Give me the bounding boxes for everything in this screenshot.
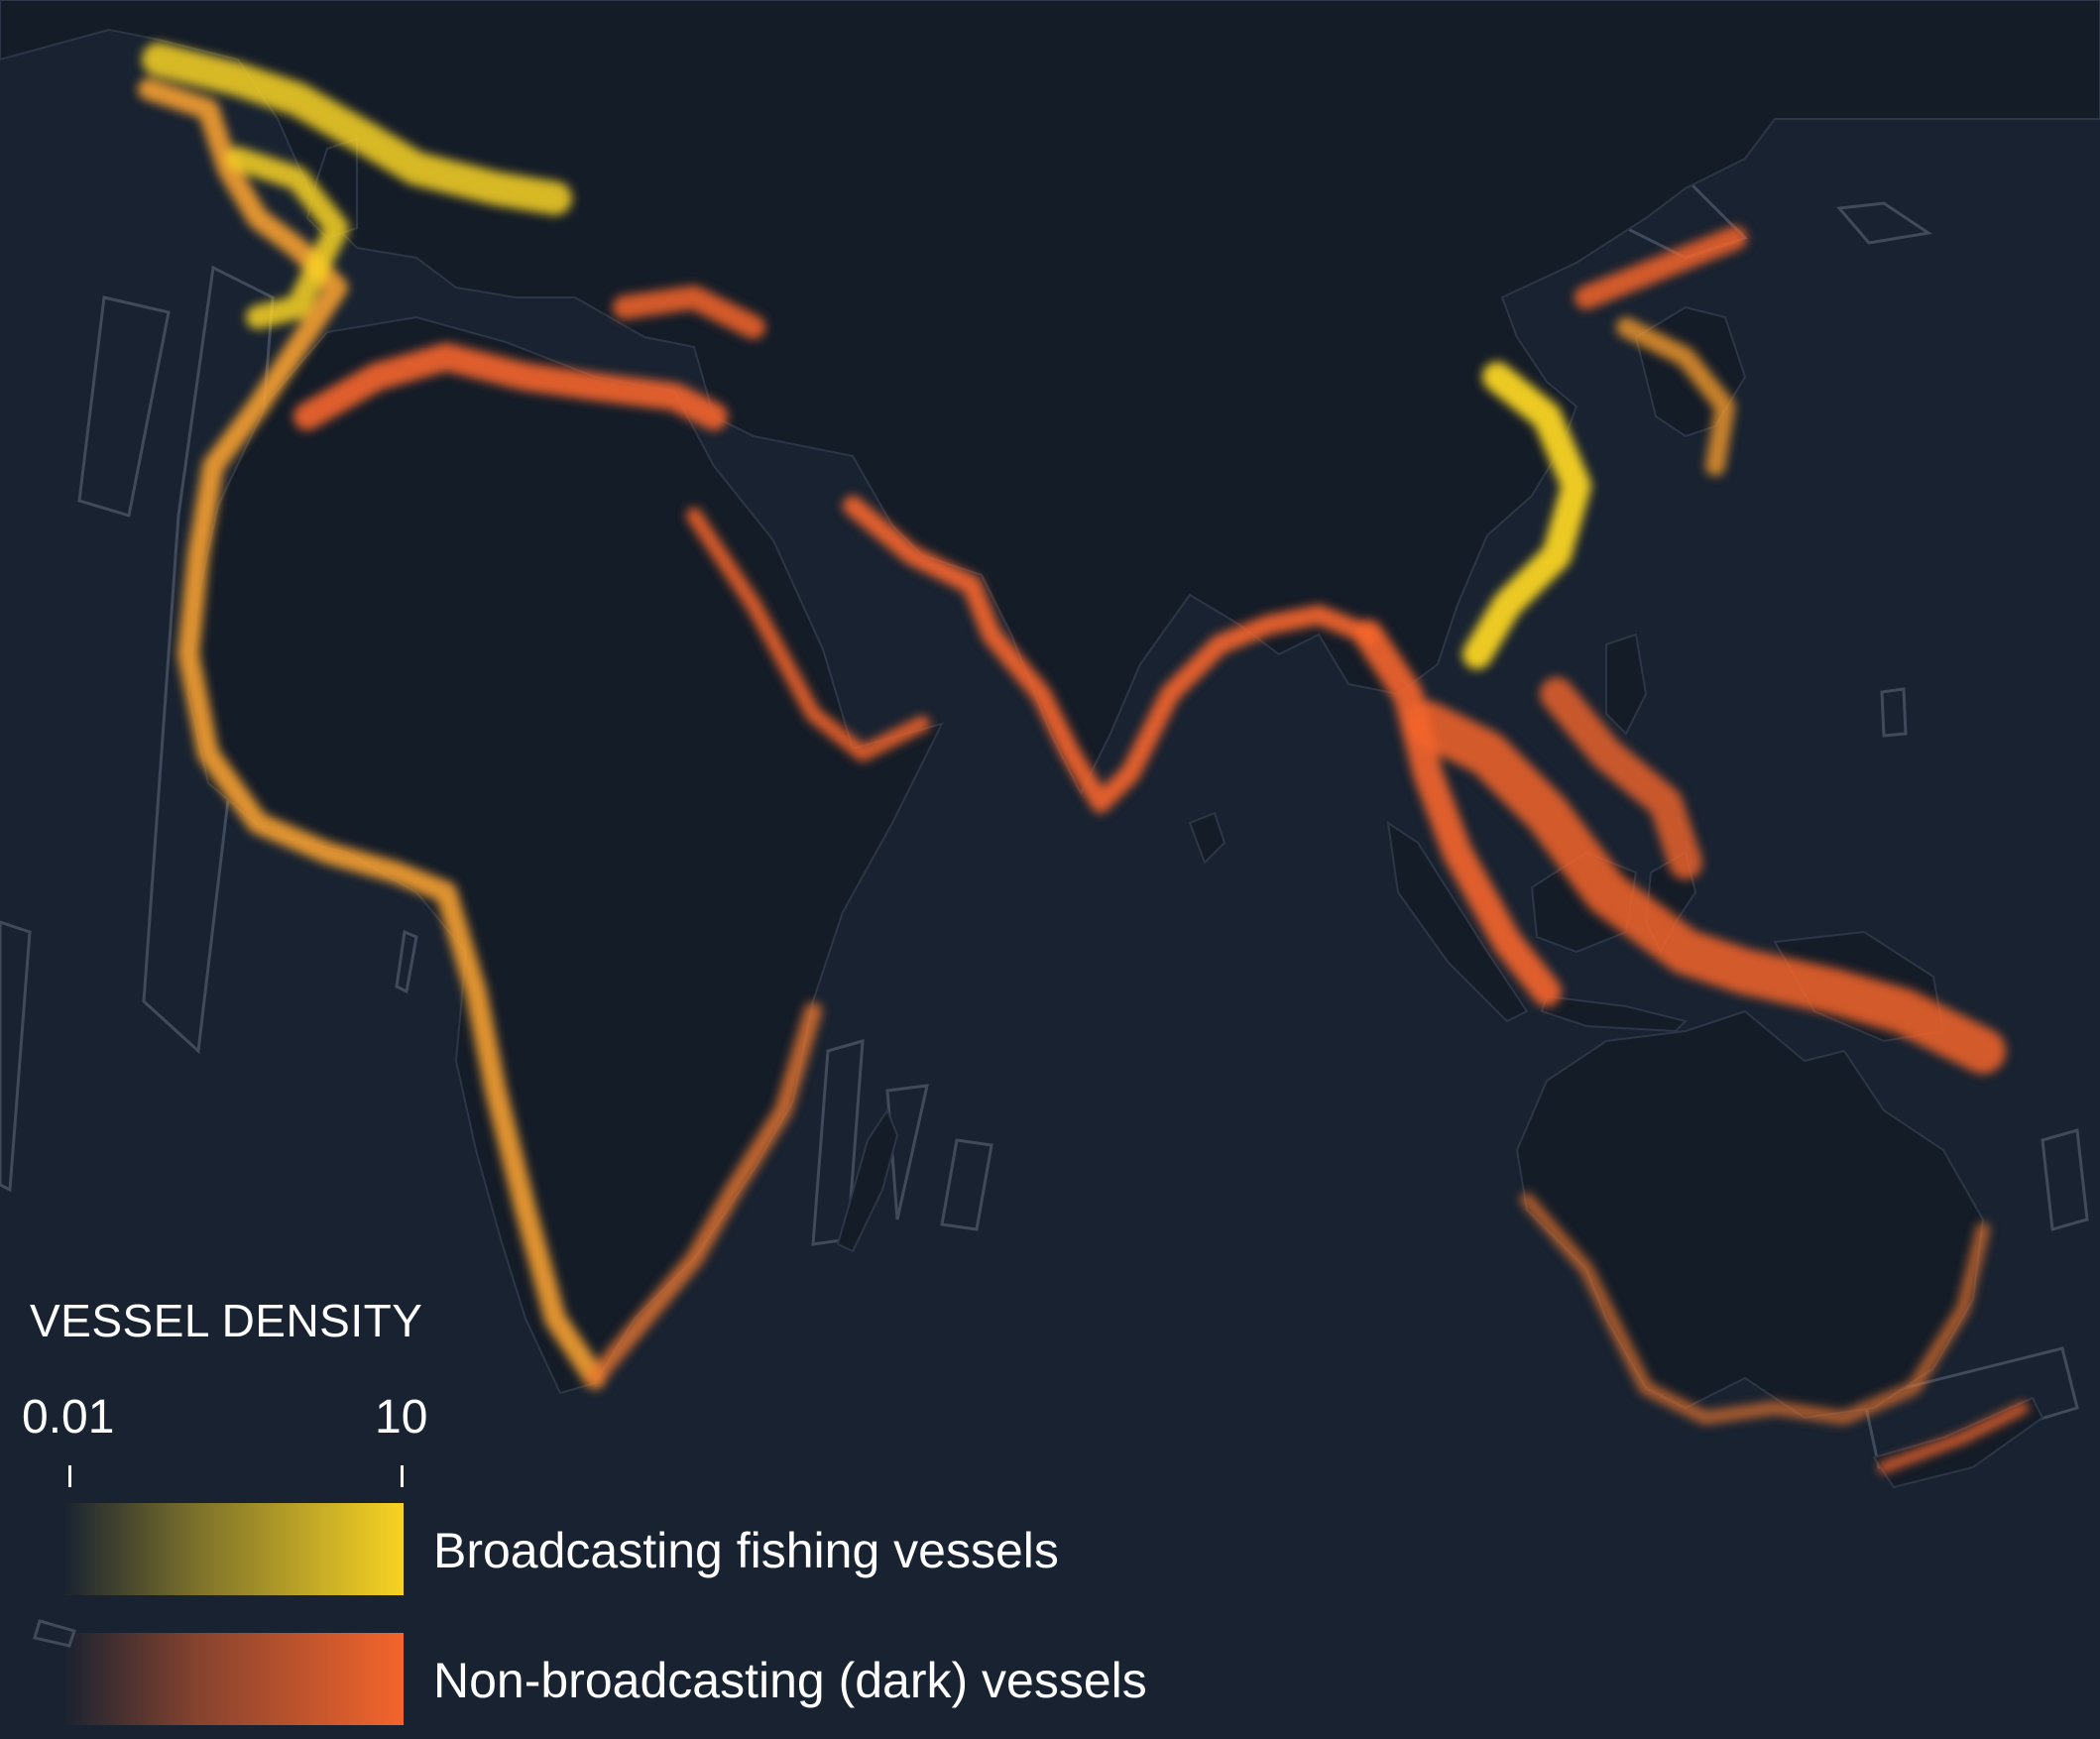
density-band-bay-of-biscay (226, 147, 349, 329)
density-band-black-sea (613, 286, 765, 339)
coverage-footprint-new-zealand (1862, 1346, 2079, 1469)
vessel-density-overlay (138, 43, 2029, 1473)
density-band-southeast-africa (586, 1002, 822, 1387)
coverage-footprint-pacific-a (1880, 687, 1908, 738)
density-band-yellow-east-china-sea (1462, 362, 1591, 669)
land-philippines (1605, 633, 1648, 736)
density-band-red-sea (686, 508, 930, 761)
land-sumatra (1386, 820, 1529, 1023)
coverage-footprint-pacific-b (2041, 1128, 2089, 1231)
land-sri-lanka (1188, 811, 1226, 865)
coverage-footprint-gulf (395, 929, 418, 994)
density-band-north-sea (142, 43, 572, 215)
density-band-west-africa (138, 78, 606, 1389)
density-band-arabian-sea-bay-of-bengal (843, 496, 1378, 813)
density-band-indonesian-seas (1405, 701, 2006, 1074)
density-band-mediterranean (293, 343, 728, 430)
density-band-new-zealand (1878, 1402, 2029, 1473)
coverage-footprint-left-edge (0, 920, 32, 1193)
land-madagascar (836, 1107, 899, 1253)
density-band-australia-coast (1520, 1193, 1990, 1425)
density-band-sea-of-japan (1575, 226, 1747, 309)
density-band-south-china-sea (1540, 677, 1702, 879)
coverage-footprint-kamchatka (1836, 201, 1932, 245)
land-java (1540, 994, 1688, 1033)
coverage-footprint-madagascar-c (940, 1138, 993, 1231)
coverage-footprint-west-africa (142, 265, 275, 1055)
land-australia (1515, 1009, 1985, 1420)
density-band-japan-coast (1616, 317, 1735, 476)
coverage-footprint-atlantic (77, 295, 171, 518)
density-band-andaman-malacca (1353, 620, 1562, 1006)
